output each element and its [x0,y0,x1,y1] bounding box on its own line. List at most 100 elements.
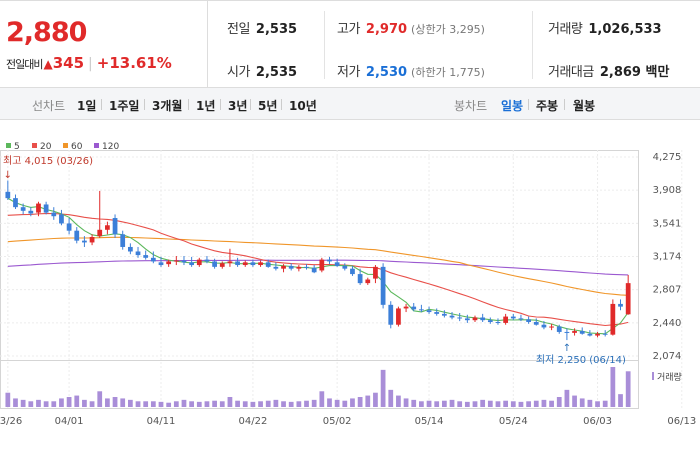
volume-bar [250,401,256,407]
volume-label: 거래량 [657,371,682,383]
volume-bar [311,399,317,407]
volume-bar [441,400,447,407]
candle-body [449,315,455,318]
volume-bar [28,401,34,407]
candle-body [549,326,554,328]
candle-body [250,262,256,266]
volume-bar [365,395,371,407]
volume-bar [212,400,217,407]
candle-body [365,279,371,284]
high-annotation: 최고 4,015 (03/26) [3,155,93,167]
volume-bar [281,401,286,407]
volume-bar [288,401,294,407]
candle-body [265,262,271,267]
candle-body [327,259,332,262]
period-10y[interactable]: 10년 [289,99,317,113]
candle-body [66,223,72,231]
candle-body [158,262,164,266]
period-1d[interactable]: 1일 [77,99,97,113]
volume-bar [120,398,126,407]
high-label: 고가 [337,22,360,37]
candle-body [212,261,217,267]
volume-bar [388,389,394,407]
period-3m[interactable]: 3개월 [152,99,183,113]
prev-close-stat: 전일 2,535 [227,18,297,37]
volume-bar [480,399,486,407]
volume-bar [158,401,164,407]
open-value: 2,535 [255,65,298,80]
period-1w[interactable]: 1주일 [109,99,140,113]
candle-body [487,320,493,323]
candle-period-monthly[interactable]: 월봉 [573,99,596,113]
candle-body [441,313,447,316]
candle-body [281,265,286,269]
volume-bar [51,401,57,407]
candle-body [235,261,240,266]
volume-bar [112,397,118,407]
volume-bar [495,401,501,407]
candle-body [419,309,424,311]
volume-bar [549,400,554,407]
y-tick-label: 2,440 [653,318,682,329]
candle-body [296,266,302,269]
volume-legend-marker [652,372,654,380]
candle-body [510,316,516,319]
candle-body [105,225,110,230]
volume-bar [235,400,240,407]
volume-bar [13,398,18,407]
period-5y[interactable]: 5년 [258,99,278,113]
volume-bar [357,397,363,407]
low-value: 2,530 [365,65,408,80]
line-chart-label: 선차트 [32,99,66,113]
x-tick-label: 04/01 [55,416,84,427]
volume-bar [526,401,531,407]
volume-bar [587,399,593,407]
y-tick-label: 3,908 [653,185,682,196]
candle-body [173,260,179,262]
divider [220,99,221,110]
divider [324,11,325,79]
candle-body [258,262,263,266]
candle-body [564,331,570,333]
candle-body [342,265,348,269]
candle-body [572,331,577,333]
period-3y[interactable]: 3년 [228,99,248,113]
candle-body [357,274,363,284]
high-value: 2,970 [365,22,408,37]
divider [564,99,565,110]
ma60-line [7,236,629,296]
candle-body [242,262,248,266]
chart-grid [0,150,683,409]
volume-bar [242,401,248,407]
divider [250,99,251,110]
candle-body [112,218,118,235]
volume-bar [36,399,41,407]
volume-bar [595,401,600,407]
volume-bar [625,371,631,407]
period-1y[interactable]: 1년 [196,99,216,113]
y-tick-label: 2,807 [653,285,682,296]
arrow-up-icon: ↑ [563,343,571,354]
candle-body [495,322,501,324]
x-tick-label: 05/14 [415,416,444,427]
legend-label: 5 [14,142,20,152]
x-tick-label: 04/11 [147,416,176,427]
candle-body [89,237,95,243]
candle-period-daily[interactable]: 일봉 [501,99,524,113]
divider [281,99,282,110]
candle-body [380,266,386,305]
volume-bar [265,400,271,407]
candle-body [457,317,463,319]
candle-body [143,255,149,258]
arrow-down-icon: ↓ [4,170,12,181]
divider [144,99,145,110]
candle-body [166,261,172,265]
volume-bar [403,398,409,407]
candle-period-weekly[interactable]: 주봉 [536,99,559,113]
prev-close-value: 2,535 [255,22,298,37]
volume-bar [135,401,141,407]
legend-label: 60 [71,142,83,152]
ma120-line [7,259,629,276]
volume-bar [127,399,133,407]
candle-body [28,210,34,214]
